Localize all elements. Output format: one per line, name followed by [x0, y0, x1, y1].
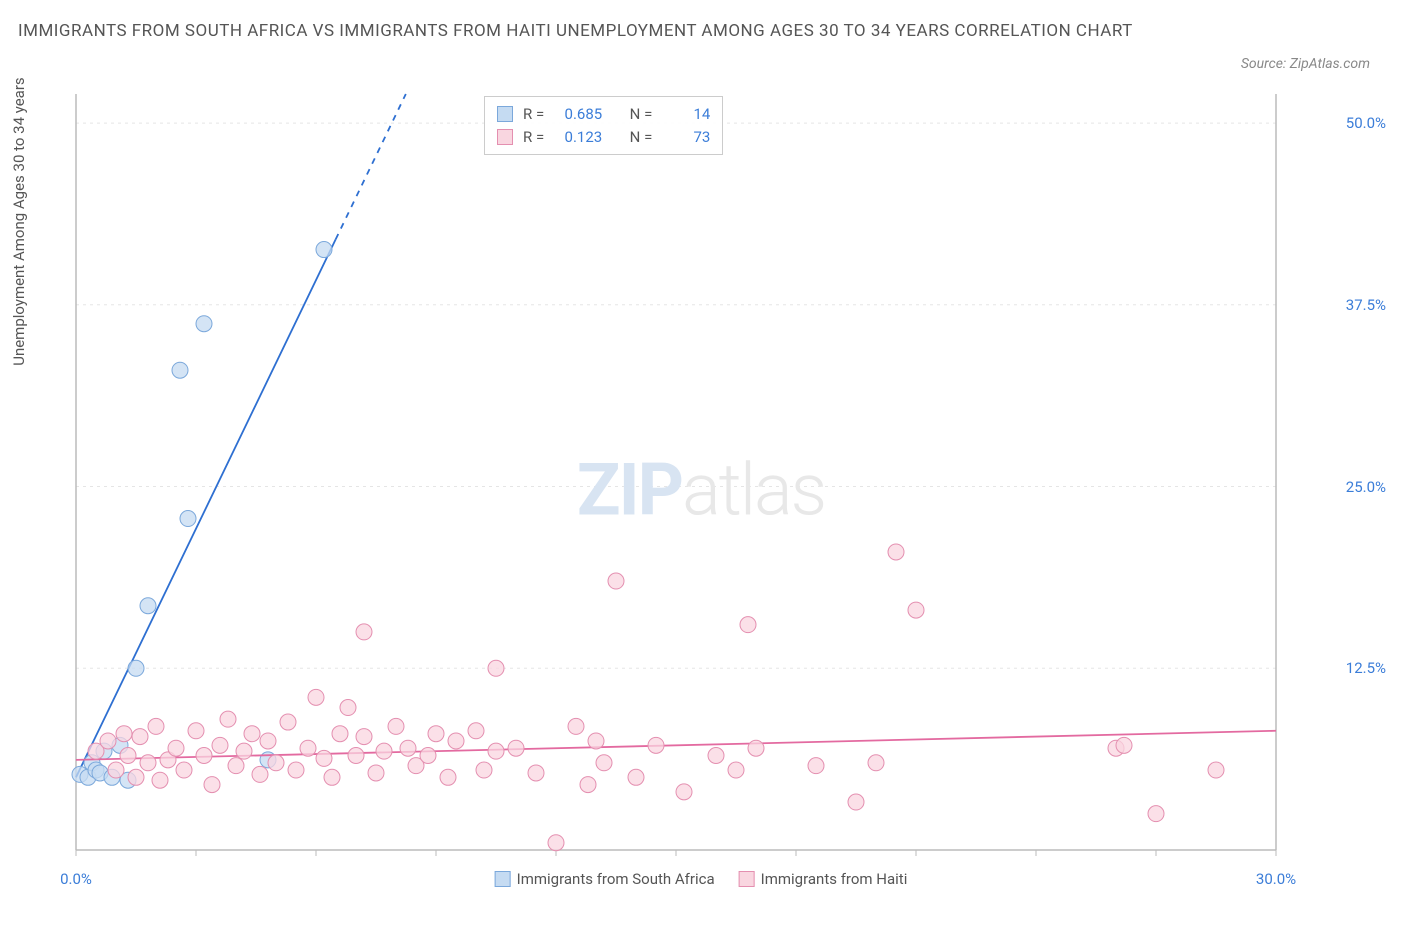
- stat-n-key: N =: [630, 126, 653, 149]
- stat-n-value: 14: [662, 103, 710, 126]
- stat-r-value: 0.685: [554, 103, 602, 126]
- y-tick-label: 50.0%: [1346, 114, 1386, 132]
- stats-legend: R = 0.685 N = 14 R = 0.123 N = 73: [484, 96, 723, 155]
- stats-row: R = 0.123 N = 73: [497, 126, 710, 149]
- stat-n-value: 73: [662, 126, 710, 149]
- legend-label: Immigrants from South Africa: [517, 870, 715, 888]
- legend-swatch-icon: [739, 871, 755, 887]
- chart-container: Unemployment Among Ages 30 to 34 years Z…: [18, 90, 1388, 910]
- scatter-plot-svg: [66, 90, 1336, 860]
- legend-item: Immigrants from South Africa: [495, 870, 715, 888]
- stat-n-key: N =: [630, 103, 653, 126]
- stat-r-key: R =: [523, 103, 544, 126]
- source-label: Source: ZipAtlas.com: [1241, 56, 1370, 72]
- stats-row: R = 0.685 N = 14: [497, 103, 710, 126]
- y-tick-label: 12.5%: [1346, 659, 1386, 677]
- chart-title: IMMIGRANTS FROM SOUTH AFRICA VS IMMIGRAN…: [18, 18, 1168, 45]
- legend-label: Immigrants from Haiti: [761, 870, 908, 888]
- stat-r-key: R =: [523, 126, 544, 149]
- stats-swatch-icon: [497, 129, 513, 145]
- legend-swatch-icon: [495, 871, 511, 887]
- y-axis-label: Unemployment Among Ages 30 to 34 years: [10, 77, 28, 365]
- legend-item: Immigrants from Haiti: [739, 870, 908, 888]
- y-tick-label: 37.5%: [1346, 296, 1386, 314]
- plot-area: ZIPatlas R = 0.685 N = 14 R = 0.123 N = …: [66, 90, 1336, 860]
- y-tick-label: 25.0%: [1346, 478, 1386, 496]
- stat-r-value: 0.123: [554, 126, 602, 149]
- x-tick-label: 0.0%: [60, 870, 92, 888]
- stats-swatch-icon: [497, 106, 513, 122]
- series-legend: Immigrants from South Africa Immigrants f…: [495, 870, 908, 888]
- x-tick-label: 30.0%: [1256, 870, 1296, 888]
